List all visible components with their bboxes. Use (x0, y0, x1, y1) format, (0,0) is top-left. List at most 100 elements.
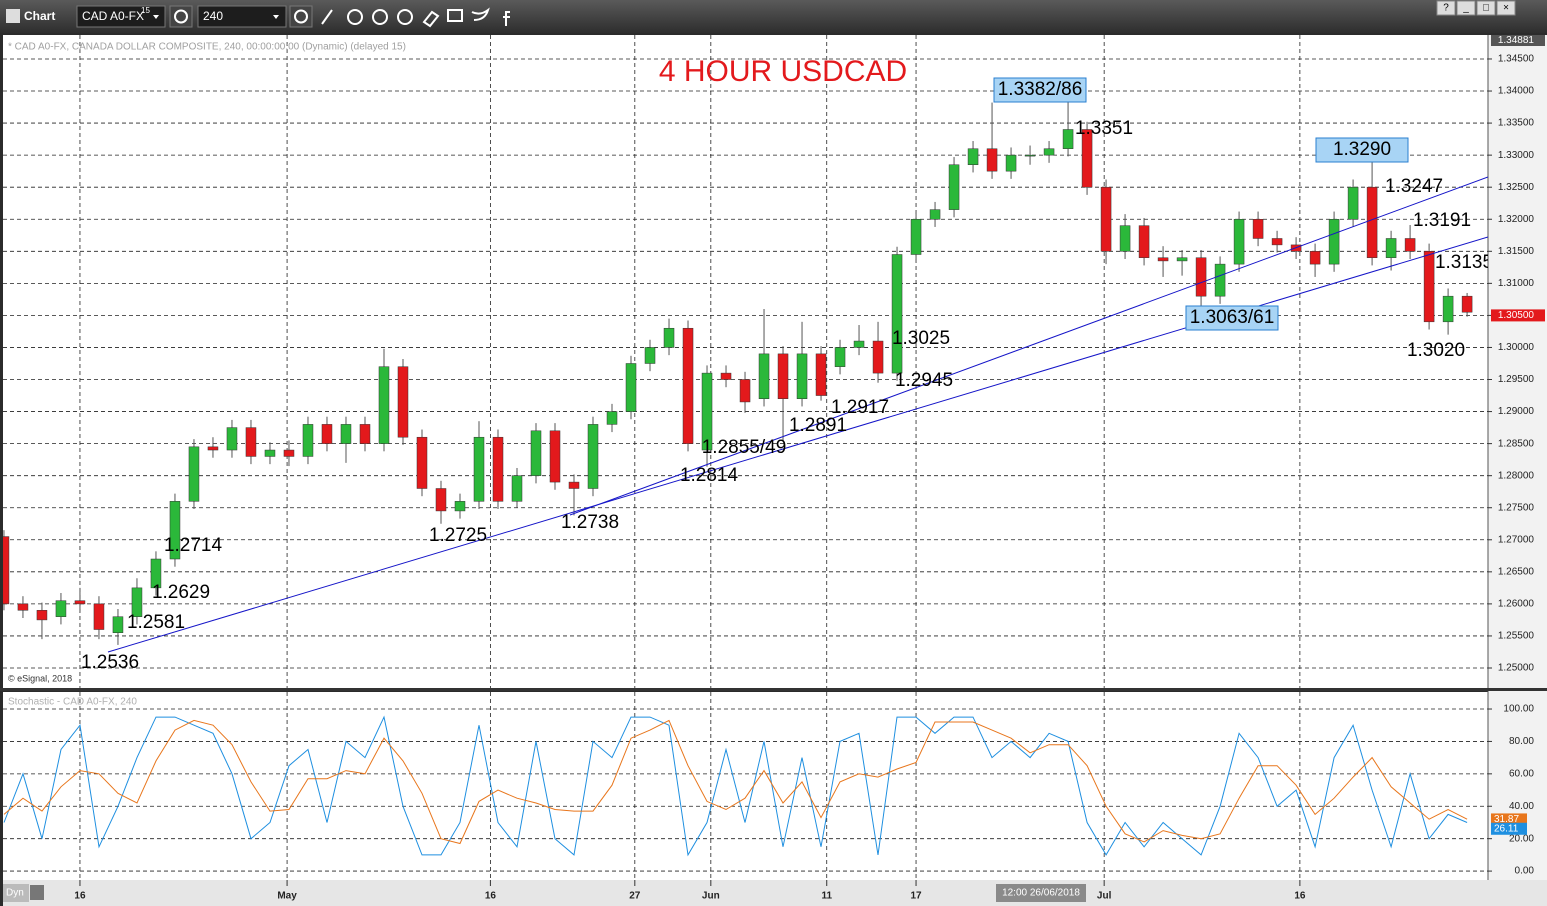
y-tick-label: 1.31500 (1498, 246, 1535, 257)
play-tool[interactable] (372, 9, 388, 25)
price-panel (3, 35, 1547, 688)
x-tick-label: 16 (1294, 891, 1306, 902)
symbol-box[interactable] (76, 5, 166, 28)
y-tick-label: 1.32000 (1498, 214, 1535, 225)
window-button-label: × (1503, 3, 1509, 14)
candle-body (834, 347, 846, 367)
annotation: 1.2917 (831, 397, 889, 418)
annotation: 1.2891 (789, 415, 847, 436)
mode-box[interactable] (3, 884, 29, 902)
candle-body (625, 363, 637, 412)
candle-body (207, 446, 219, 451)
annotation: 1.3020 (1407, 340, 1465, 361)
candle-body (1214, 263, 1226, 297)
pencil-tool[interactable] (321, 9, 333, 25)
stochastic-plot (3, 692, 1488, 880)
annotation: 1.2814 (680, 465, 739, 486)
facebook-button[interactable] (503, 11, 510, 26)
dropdown-arrow (153, 15, 159, 19)
alert-tool[interactable] (397, 9, 413, 25)
twitter-button[interactable] (471, 7, 490, 21)
candle-body (929, 209, 941, 220)
last-price-label: 1.30500 (1498, 310, 1535, 321)
candle-body (169, 501, 181, 560)
candle-body (948, 164, 960, 210)
symbol-sup: 15 (141, 6, 150, 15)
stochastic-line (3, 715, 1468, 857)
x-tick-label: 17 (910, 891, 922, 902)
candle-body (1271, 238, 1283, 246)
time-axis-bg (3, 880, 1547, 906)
candle-body (112, 616, 124, 633)
annotation: 1.3290 (1333, 139, 1391, 160)
x-tick-label: 11 (821, 891, 832, 902)
annotation: 1.3382/86 (998, 79, 1083, 100)
trendline[interactable] (569, 176, 1488, 516)
y-tick-label: 1.27500 (1498, 502, 1535, 513)
time-button[interactable] (289, 5, 313, 28)
x-tick-label: 16 (74, 891, 86, 902)
y-tick-label: 1.29000 (1498, 406, 1535, 417)
mode: Dyn (6, 888, 24, 899)
annotation-box (993, 77, 1087, 103)
candle-body (359, 424, 371, 444)
x-tick-label: Jul (1097, 891, 1112, 902)
annotation: 1.3191 (1413, 210, 1471, 231)
comment-tool[interactable] (447, 9, 463, 22)
y-tick-label: 80.00 (1509, 736, 1534, 747)
annotation: 1.3351 (1075, 118, 1133, 139)
candle-body (1404, 238, 1416, 252)
candle-body (606, 411, 618, 425)
candle-body (1423, 251, 1435, 323)
last-price-box (1491, 309, 1545, 322)
interval-box[interactable] (197, 5, 287, 28)
toolbar-title: Chart (24, 9, 55, 23)
window-button[interactable] (1496, 0, 1516, 16)
scale-top-label: 1.34881 (1498, 35, 1535, 46)
candle-body (1385, 238, 1397, 258)
candle-body (682, 327, 694, 444)
candle-body (815, 353, 827, 396)
candle-body (758, 353, 770, 399)
candle-body (1062, 129, 1074, 149)
x-tick-label: May (277, 891, 297, 902)
y-tick-label: 1.28000 (1498, 470, 1535, 481)
window-button[interactable] (1436, 0, 1456, 16)
y-tick-label: 1.34500 (1498, 54, 1535, 65)
candle-body (1233, 218, 1245, 265)
draw-tool[interactable] (347, 9, 363, 25)
copyright: © eSignal, 2018 (8, 673, 72, 683)
symbol: CAD A0-FX (82, 9, 144, 23)
chart-icon (6, 9, 20, 23)
window-button[interactable] (1476, 0, 1496, 16)
candle-body (226, 427, 238, 451)
window-button[interactable] (1456, 0, 1476, 16)
candle-body (17, 603, 29, 611)
settings-icon (174, 9, 188, 24)
y-tick-label: 100.00 (1503, 704, 1534, 715)
window-button-label: ? (1443, 3, 1449, 14)
clock-icon (294, 9, 308, 24)
candle-body (1195, 257, 1207, 297)
candle-body (131, 587, 143, 617)
settings-button[interactable] (169, 5, 193, 28)
lock-icon[interactable] (30, 885, 44, 900)
study-line: Stochastic - CAD A0-FX, 240 (8, 697, 137, 708)
candle-body (853, 340, 865, 348)
annotation: 1.2629 (152, 582, 210, 603)
annotation: 1.3135 (1435, 252, 1493, 273)
candle-body (55, 600, 67, 617)
last-value-box (1491, 822, 1527, 835)
tag-tool[interactable] (422, 10, 440, 28)
axes: 16 May 16 27 Jun 11 17 Jul 16 1.25000 1.25500 1.260… (74, 35, 1545, 902)
candle-body (416, 436, 428, 489)
candle-body (1461, 295, 1473, 313)
y-tick-label: 1.25500 (1498, 631, 1535, 642)
y-tick-label: 60.00 (1509, 768, 1534, 779)
candle-body (245, 427, 257, 457)
candle-body (910, 218, 922, 255)
candle-body (302, 424, 314, 457)
candle-body (150, 558, 162, 589)
tool-icons (321, 7, 510, 28)
